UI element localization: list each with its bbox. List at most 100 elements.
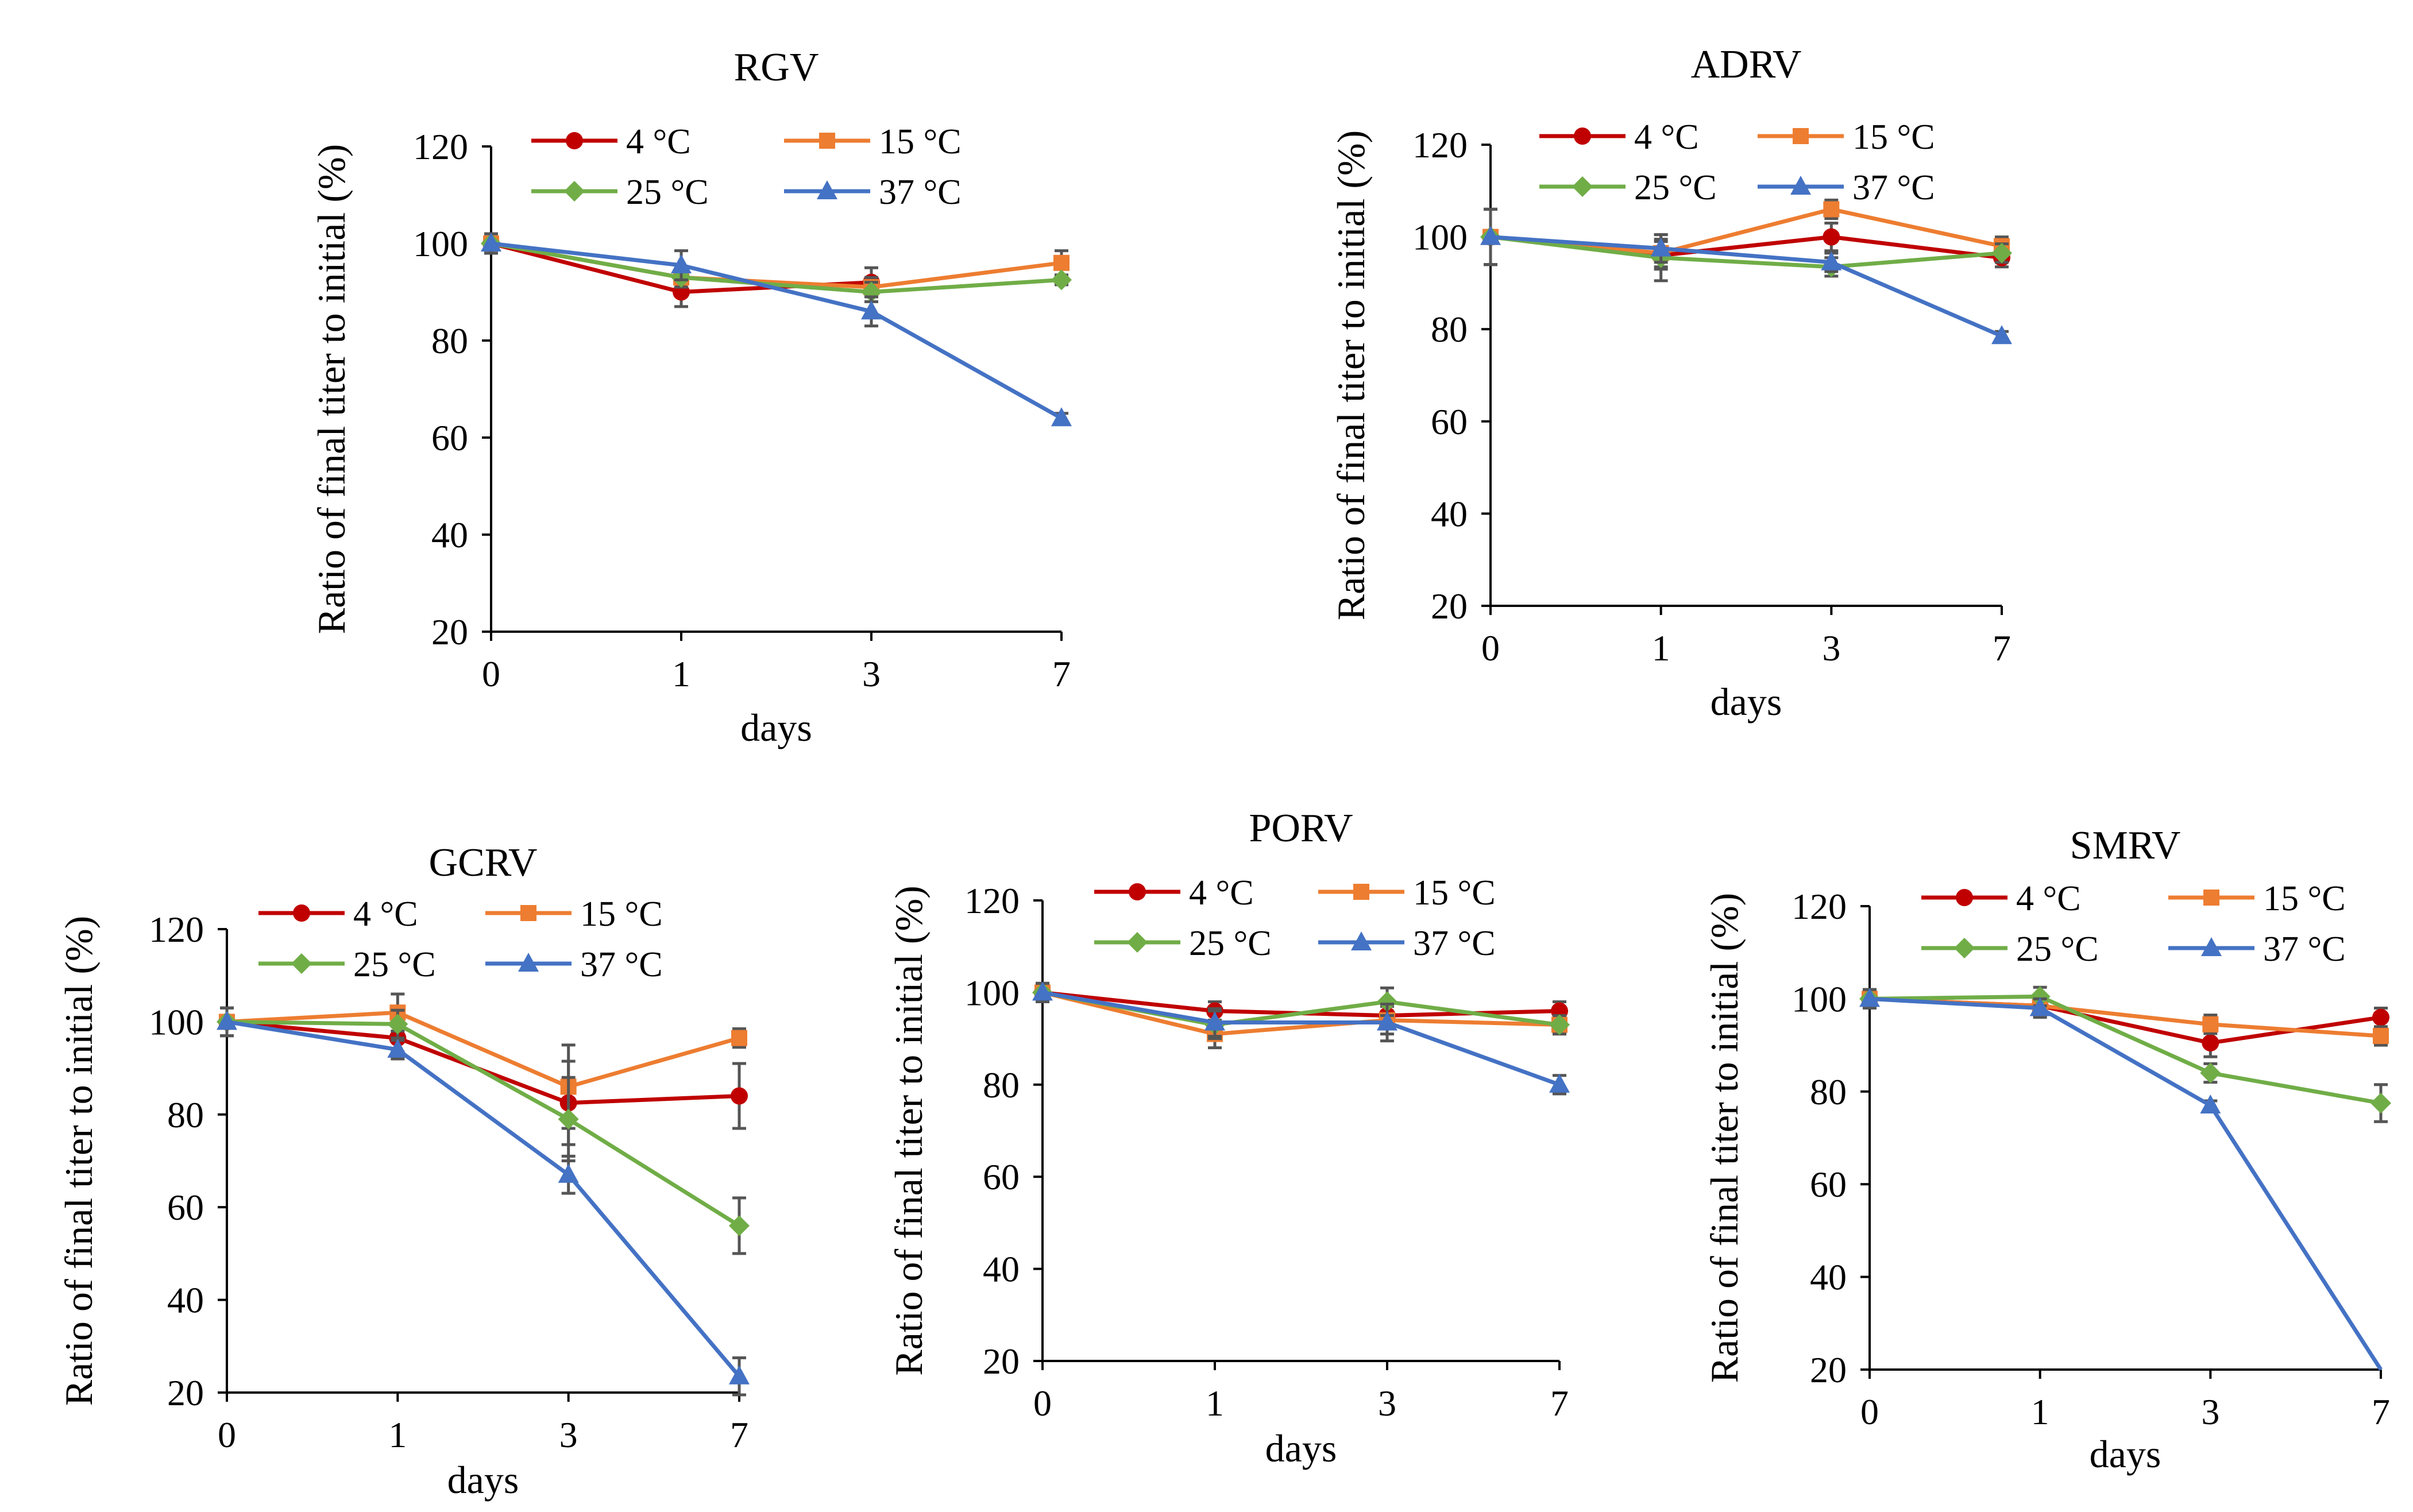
x-axis-title: days bbox=[740, 706, 812, 749]
data-point bbox=[2373, 1027, 2389, 1044]
y-tick-label: 80 bbox=[983, 1065, 1020, 1105]
x-tick-label: 7 bbox=[730, 1414, 748, 1455]
chart-title: GCRV bbox=[429, 841, 538, 885]
legend-marker bbox=[520, 905, 536, 921]
legend-marker bbox=[1956, 889, 1973, 906]
legend-entry-4c: 4 °C bbox=[1539, 118, 1699, 157]
series-line bbox=[226, 1010, 740, 1089]
legend-label: 37 °C bbox=[1413, 924, 1496, 963]
data-point bbox=[1051, 407, 1072, 427]
legend-label: 15 °C bbox=[580, 895, 663, 934]
data-point bbox=[2200, 1062, 2221, 1084]
legend-label: 15 °C bbox=[879, 122, 962, 161]
data-point bbox=[558, 1108, 579, 1130]
x-tick-label: 3 bbox=[1822, 628, 1840, 668]
legend-entry-15c: 15 °C bbox=[1318, 873, 1496, 912]
y-tick-label: 60 bbox=[167, 1187, 204, 1228]
data-point bbox=[1859, 988, 1880, 1007]
legend-label: 37 °C bbox=[580, 945, 663, 984]
legend-marker bbox=[1351, 931, 1372, 950]
data-point bbox=[2202, 1034, 2219, 1052]
data-point bbox=[1821, 251, 1842, 270]
y-tick-label: 40 bbox=[1810, 1257, 1847, 1298]
legend-label: 25 °C bbox=[2016, 930, 2099, 969]
data-point bbox=[731, 1087, 748, 1105]
y-tick-label: 60 bbox=[983, 1157, 1020, 1197]
chart-rgv: RGV 20 40 60 80 100 120 0 1 3 7 days Ratio of final … bbox=[310, 45, 1072, 749]
x-tick-label: 3 bbox=[862, 653, 881, 694]
y-tick-label: 60 bbox=[1431, 401, 1468, 442]
legend-entry-25c: 25 °C bbox=[1921, 930, 2099, 969]
series-line bbox=[1042, 990, 1561, 1087]
data-point bbox=[1377, 991, 1397, 1012]
chart-gcrv: GCRV 20 40 60 80 100 120 0 1 3 7 days Ratio of final… bbox=[57, 841, 750, 1502]
series-line bbox=[1869, 994, 2381, 1105]
y-axis-title: Ratio of final titer to initial (%) bbox=[1329, 130, 1373, 621]
chart-title: RGV bbox=[734, 45, 819, 90]
series-37c bbox=[1032, 981, 1570, 1096]
data-point bbox=[2372, 1008, 2389, 1026]
chart-title: SMRV bbox=[2070, 823, 2181, 868]
x-tick-label: 7 bbox=[2372, 1391, 2390, 1432]
data-point bbox=[387, 1038, 408, 1058]
legend-marker bbox=[1954, 938, 1975, 958]
legend-marker bbox=[1790, 176, 1811, 195]
y-tick-label: 120 bbox=[1792, 886, 1847, 927]
y-tick-label: 80 bbox=[167, 1095, 204, 1135]
legend-label: 15 °C bbox=[2263, 879, 2346, 918]
chart-adrv: ADRV 20 40 60 80 100 120 0 1 3 7 days Ratio of final… bbox=[1329, 42, 2012, 724]
y-tick-label: 80 bbox=[431, 320, 468, 361]
series-25c bbox=[481, 232, 1072, 303]
series-line bbox=[1042, 990, 1560, 1037]
data-point bbox=[729, 1215, 750, 1236]
x-tick-label: 7 bbox=[1052, 653, 1071, 694]
x-tick-label: 3 bbox=[2201, 1391, 2219, 1432]
chart-porv: PORV 20 40 60 80 100 120 0 1 3 7 days Ratio of final… bbox=[887, 806, 1570, 1470]
data-point bbox=[1823, 201, 1840, 218]
legend-label: 25 °C bbox=[1189, 924, 1272, 963]
y-axis-title: Ratio of final titer to initial (%) bbox=[57, 916, 101, 1406]
legend-entry-15c: 15 °C bbox=[2168, 879, 2346, 918]
y-tick-label: 40 bbox=[431, 515, 468, 555]
legend-label: 37 °C bbox=[1852, 168, 1935, 207]
x-tick-label: 3 bbox=[559, 1414, 578, 1455]
data-point bbox=[1549, 1014, 1570, 1035]
data-point bbox=[861, 300, 882, 320]
y-tick-label: 80 bbox=[1810, 1072, 1847, 1112]
x-tick-label: 7 bbox=[1550, 1383, 1569, 1424]
y-tick-label: 20 bbox=[983, 1341, 1020, 1382]
x-axis-title: days bbox=[1265, 1426, 1337, 1470]
x-tick-label: 1 bbox=[1652, 628, 1670, 668]
y-tick-label: 100 bbox=[149, 1001, 204, 1042]
y-tick-label: 40 bbox=[1431, 493, 1468, 534]
x-tick-label: 7 bbox=[1993, 628, 2011, 668]
legend-marker bbox=[1129, 883, 1146, 900]
legend-marker bbox=[564, 181, 585, 202]
chart-title: PORV bbox=[1249, 806, 1353, 850]
x-tick-label: 0 bbox=[218, 1414, 236, 1455]
series-line bbox=[1490, 207, 2002, 256]
chart-smrv: SMRV 20 40 60 80 100 120 0 1 3 7 days Ratio of final… bbox=[1702, 823, 2391, 1476]
legend-label: 15 °C bbox=[1852, 118, 1935, 157]
data-point bbox=[1204, 1011, 1225, 1031]
series-25c bbox=[217, 1006, 750, 1255]
legend-marker bbox=[817, 180, 837, 199]
y-tick-label: 100 bbox=[413, 223, 468, 264]
x-tick-label: 1 bbox=[672, 653, 690, 694]
y-tick-label: 20 bbox=[1810, 1349, 1847, 1390]
legend-entry-37c: 37 °C bbox=[1758, 168, 1935, 207]
x-axis-title: days bbox=[447, 1458, 519, 1502]
data-point bbox=[2029, 986, 2051, 1007]
series-line bbox=[226, 1019, 741, 1378]
data-point bbox=[2202, 1016, 2219, 1033]
legend-entry-15c: 15 °C bbox=[485, 895, 663, 934]
y-tick-label: 40 bbox=[167, 1280, 204, 1321]
legend-marker bbox=[293, 904, 310, 922]
data-point bbox=[1053, 254, 1070, 271]
series-line bbox=[1869, 996, 2383, 1371]
series-line bbox=[1042, 990, 1560, 1027]
y-axis-title: Ratio of final titer to initial (%) bbox=[310, 144, 353, 635]
y-tick-label: 20 bbox=[431, 612, 468, 652]
y-tick-label: 120 bbox=[413, 126, 468, 167]
